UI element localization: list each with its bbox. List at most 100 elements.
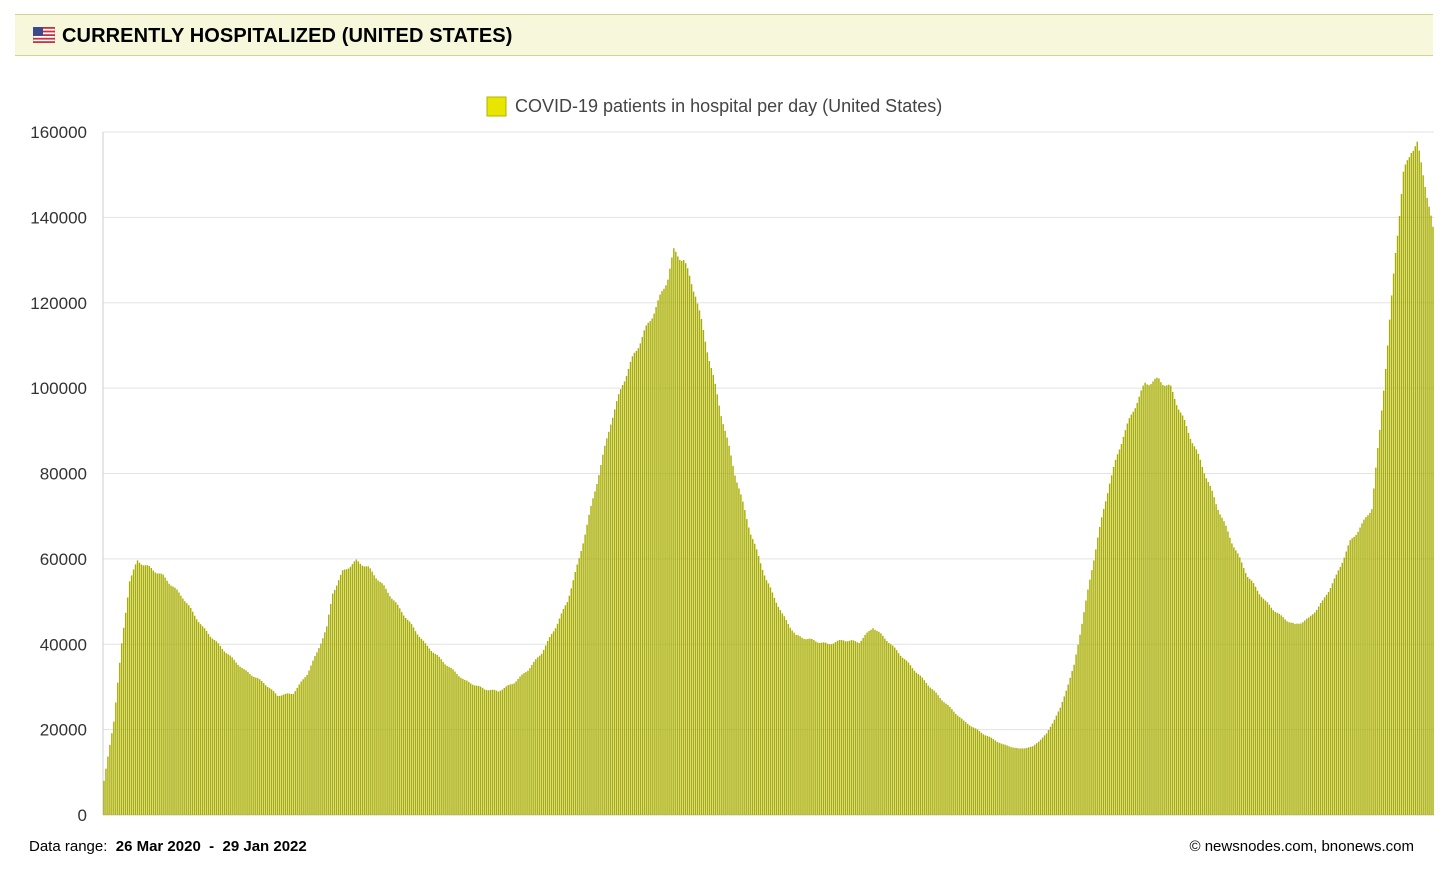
bar xyxy=(647,322,649,815)
bar xyxy=(195,619,198,815)
bar xyxy=(347,568,350,815)
bar xyxy=(970,726,973,815)
bar xyxy=(130,575,133,815)
bar xyxy=(1039,739,1042,815)
bar xyxy=(868,630,870,815)
bar xyxy=(1089,579,1091,815)
bar xyxy=(176,589,178,815)
bar xyxy=(363,566,365,815)
bar xyxy=(1187,432,1190,815)
bar xyxy=(188,605,190,815)
bar xyxy=(107,756,109,815)
bar xyxy=(369,568,371,815)
bar xyxy=(807,638,809,815)
bar xyxy=(1252,583,1255,815)
bar xyxy=(383,585,385,815)
bar xyxy=(211,638,214,815)
bar xyxy=(787,624,789,815)
bar xyxy=(371,571,373,815)
bar xyxy=(533,661,535,815)
bar xyxy=(882,635,884,815)
bar xyxy=(493,689,496,815)
bar xyxy=(677,256,679,815)
bar xyxy=(452,669,454,815)
bar xyxy=(519,676,521,815)
bar xyxy=(1231,543,1233,815)
bar xyxy=(298,684,300,815)
y-tick-label: 60000 xyxy=(40,550,87,569)
bar xyxy=(562,608,565,815)
bar xyxy=(109,744,111,815)
bar xyxy=(489,689,492,815)
bar xyxy=(1365,517,1367,815)
page-title: CURRENTLY HOSPITALIZED (UNITED STATES) xyxy=(62,25,513,47)
bar xyxy=(759,563,762,815)
bar xyxy=(921,677,924,815)
bar xyxy=(237,664,239,815)
bar xyxy=(243,669,245,815)
bar xyxy=(961,718,963,815)
bar xyxy=(1144,382,1146,815)
bar xyxy=(842,640,845,815)
bar xyxy=(1175,405,1178,815)
bar xyxy=(1142,385,1144,815)
bar xyxy=(724,430,726,815)
bar xyxy=(302,679,304,815)
bar xyxy=(308,670,310,815)
bar xyxy=(1172,391,1174,815)
bar xyxy=(580,551,582,815)
bar xyxy=(1396,235,1399,816)
bar xyxy=(1183,419,1186,815)
bar xyxy=(249,674,251,815)
bar xyxy=(957,715,959,815)
bar xyxy=(1101,517,1103,815)
bar xyxy=(385,588,387,815)
bar xyxy=(645,325,647,815)
bar xyxy=(681,260,683,816)
bar xyxy=(1197,453,1200,815)
bar xyxy=(229,655,231,815)
bar xyxy=(817,642,819,815)
bar xyxy=(1083,612,1085,815)
bar xyxy=(144,565,147,815)
legend-label: COVID-19 patients in hospital per day (U… xyxy=(515,96,942,116)
bar xyxy=(617,394,620,815)
bar xyxy=(1193,446,1196,815)
bar xyxy=(1373,488,1375,815)
bar xyxy=(592,498,594,815)
bar xyxy=(1097,537,1099,815)
bar xyxy=(164,577,166,815)
bar xyxy=(1110,475,1113,815)
bar xyxy=(233,659,235,815)
bar xyxy=(821,642,823,815)
bar xyxy=(1229,537,1231,815)
bar xyxy=(1071,671,1073,815)
bar xyxy=(968,725,971,815)
bar xyxy=(1120,443,1123,815)
bar xyxy=(1422,175,1424,816)
bar xyxy=(367,566,369,815)
bar xyxy=(1250,580,1253,815)
bar xyxy=(318,648,320,815)
bar xyxy=(1337,570,1340,815)
bar xyxy=(341,570,344,815)
bar xyxy=(314,656,316,815)
bar xyxy=(941,700,943,815)
bar xyxy=(1181,415,1184,815)
bar xyxy=(1406,160,1409,815)
bar xyxy=(1335,574,1338,815)
bar xyxy=(543,649,545,815)
bar xyxy=(748,527,750,815)
bar xyxy=(1219,514,1221,815)
bar xyxy=(874,629,876,815)
bar xyxy=(706,352,709,815)
bar xyxy=(996,741,998,815)
bar xyxy=(608,431,610,815)
bar xyxy=(604,445,606,815)
bar xyxy=(274,693,277,815)
bar xyxy=(594,491,596,815)
bar xyxy=(629,361,632,815)
bar xyxy=(1371,509,1373,815)
bar xyxy=(497,691,500,815)
bar xyxy=(771,592,774,815)
